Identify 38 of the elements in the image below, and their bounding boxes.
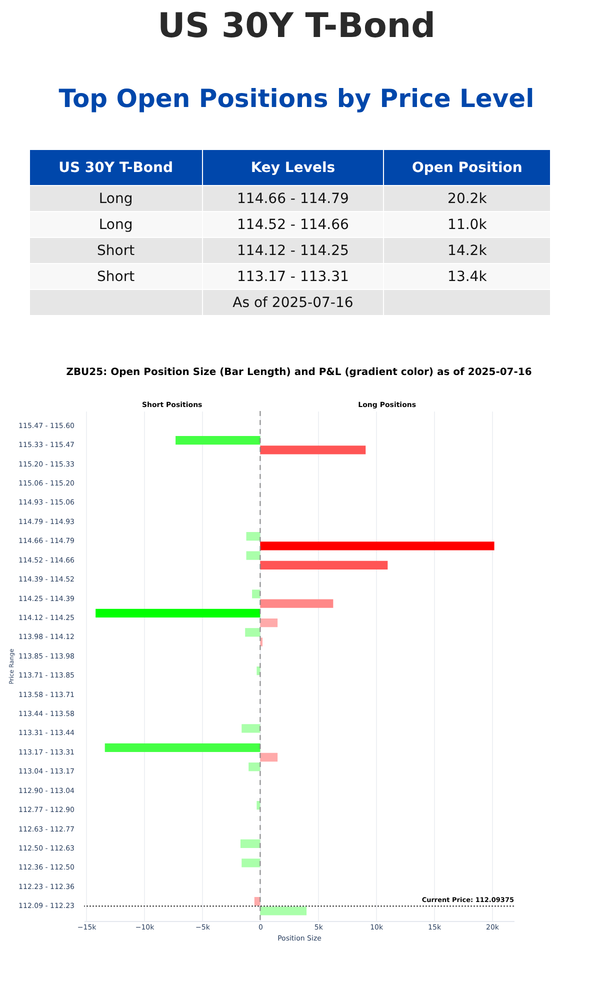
bar (248, 762, 260, 772)
bar (240, 839, 260, 848)
text: 113.17 - 113.31 (202, 264, 384, 290)
text: 14.2k (384, 238, 550, 264)
text: Long (30, 186, 202, 212)
bar (260, 542, 494, 550)
bar (96, 608, 260, 618)
bar (246, 551, 260, 560)
text: 11.0k (384, 212, 550, 238)
bar (256, 800, 260, 810)
category-label: US 30Y T-Bond (30, 150, 202, 186)
text: Short (30, 238, 202, 264)
bar (176, 436, 260, 445)
bar (242, 724, 260, 733)
text: US 30Y T-Bond (156, 6, 436, 46)
bar (246, 532, 260, 541)
bar (242, 858, 260, 868)
bar (256, 666, 260, 676)
bar (260, 618, 278, 628)
text: Top Open Positions by Price Level (58, 84, 536, 113)
text: Long (30, 212, 202, 238)
category-label: Open Position (384, 150, 550, 186)
text: 13.4k (384, 264, 550, 290)
text: As of 2025-07-16 (202, 290, 384, 316)
bar (260, 560, 388, 570)
bar (104, 743, 260, 752)
bar (260, 446, 366, 454)
chart-title: ZBU25: Open Position Size (Bar Length) and P&L (gradient color) as of 2025-07-16 (66, 367, 532, 378)
category-label: Key Levels (202, 150, 384, 186)
bar (245, 628, 260, 637)
text: 20.2k (384, 186, 550, 212)
bar (260, 752, 278, 762)
bar (260, 599, 334, 608)
text: 114.12 - 114.25 (202, 238, 384, 264)
text: 114.66 - 114.79 (202, 186, 384, 212)
text: Short (30, 264, 202, 290)
text: 114.52 - 114.66 (202, 212, 384, 238)
bar (252, 590, 260, 598)
